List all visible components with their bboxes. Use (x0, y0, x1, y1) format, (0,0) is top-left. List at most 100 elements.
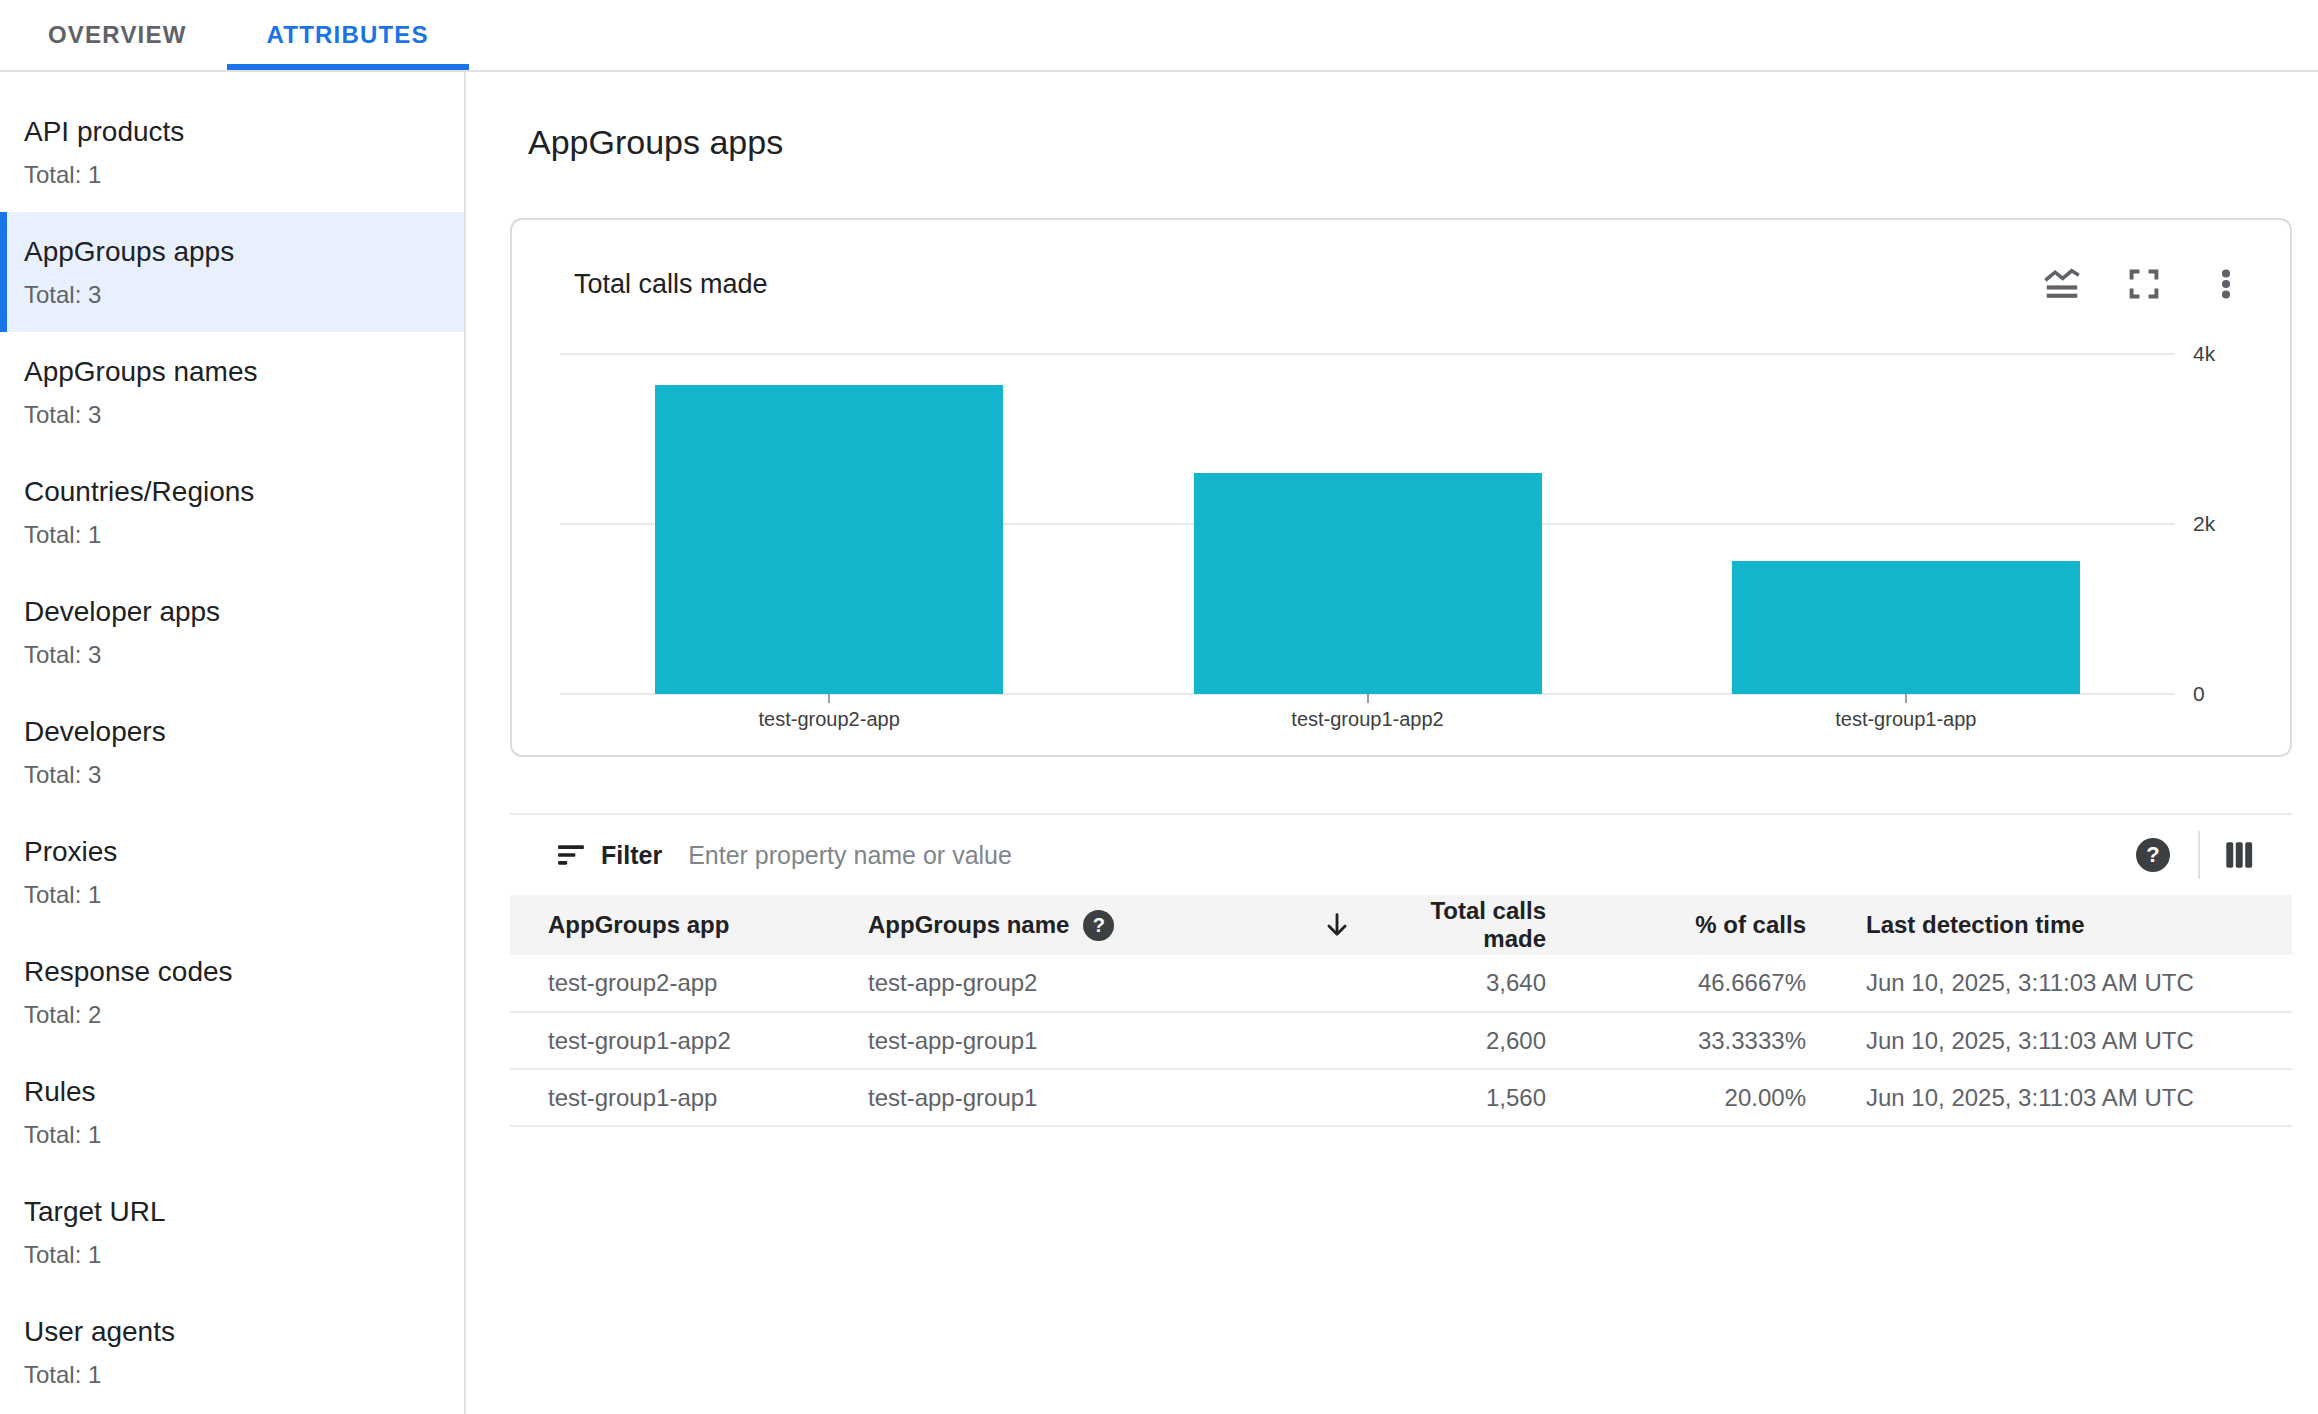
x-axis-tick (828, 694, 830, 703)
cell-appgroups-app: test-group2-app (510, 955, 868, 1012)
sidebar-item-label: Developer apps (24, 594, 440, 630)
x-axis-tick (1905, 694, 1907, 703)
attributes-table-section: Filter ? (510, 813, 2292, 1127)
cell-appgroups-name: test-app-group1 (868, 1012, 1323, 1069)
chart-type-icon[interactable] (2044, 266, 2080, 302)
cell-appgroups-name: test-app-group2 (868, 955, 1323, 1012)
filter-input[interactable] (688, 841, 2136, 870)
cell-total-calls: 1,560 (1323, 1069, 1548, 1126)
sort-descending-icon (1323, 911, 1351, 939)
cell-appgroups-name: test-app-group1 (868, 1069, 1323, 1126)
cell-percent-of-calls: 33.3333% (1548, 1012, 1808, 1069)
sidebar-item-label: Developers (24, 714, 440, 750)
table-row[interactable]: test-group1-app2 test-app-group1 2,600 3… (510, 1012, 2292, 1069)
main-content: AppGroups apps Total calls made (466, 72, 2318, 1414)
sidebar-item-developer-apps[interactable]: Developer apps Total: 3 (0, 572, 464, 692)
tab-attributes[interactable]: ATTRIBUTES (227, 0, 469, 70)
sidebar-item-label: Proxies (24, 834, 440, 870)
col-header-total-calls-made[interactable]: Total calls made (1323, 895, 1548, 955)
col-header-last-detection-time[interactable]: Last detection time (1808, 895, 2292, 955)
sidebar-item-target-url[interactable]: Target URL Total: 1 (0, 1172, 464, 1292)
appgroups-name-help-icon[interactable]: ? (1083, 910, 1114, 941)
filter-divider (2198, 831, 2200, 879)
sidebar-item-label: AppGroups names (24, 354, 440, 390)
cell-percent-of-calls: 46.6667% (1548, 955, 1808, 1012)
sidebar-item-label: API products (24, 114, 440, 150)
sidebar-item-total: Total: 1 (24, 160, 440, 190)
sidebar-item-appgroups-names[interactable]: AppGroups names Total: 3 (0, 332, 464, 452)
sidebar-item-total: Total: 1 (24, 1240, 440, 1270)
x-axis-tick (1367, 694, 1369, 703)
col-header-label: AppGroups name (868, 911, 1069, 939)
y-axis-tick-label: 0 (2193, 682, 2205, 706)
bar-test-group1-app[interactable] (1732, 561, 2080, 694)
more-options-icon[interactable] (2208, 266, 2244, 302)
sidebar-item-total: Total: 1 (24, 1120, 440, 1150)
sidebar-item-label: User agents (24, 1314, 440, 1350)
cell-appgroups-app: test-group1-app (510, 1069, 868, 1126)
chart-title: Total calls made (574, 269, 768, 300)
app-body: API products Total: 1 AppGroups apps Tot… (0, 72, 2318, 1414)
sidebar-item-total: Total: 1 (24, 1360, 440, 1390)
chart-actions (2044, 266, 2244, 302)
chart-card-header: Total calls made (512, 220, 2290, 302)
sidebar-item-label: Response codes (24, 954, 440, 990)
cell-last-detection-time: Jun 10, 2025, 3:11:03 AM UTC (1808, 955, 2292, 1012)
selected-indicator (0, 212, 7, 332)
attributes-table: AppGroups app AppGroups name ? (510, 895, 2292, 1127)
tab-overview[interactable]: OVERVIEW (8, 0, 227, 70)
tab-bar: OVERVIEW ATTRIBUTES (0, 0, 2318, 72)
bar-test-group2-app[interactable] (655, 385, 1003, 694)
table-row[interactable]: test-group2-app test-app-group2 3,640 46… (510, 955, 2292, 1012)
attributes-sidebar: API products Total: 1 AppGroups apps Tot… (0, 72, 466, 1414)
x-axis-category-label: test-group1-app2 (1098, 708, 1636, 731)
bar-test-group1-app2[interactable] (1194, 473, 1542, 694)
filter-label: Filter (601, 841, 662, 870)
y-axis-tick-label: 2k (2193, 512, 2215, 536)
bar-chart: 4k2k0test-group2-apptest-group1-app2test… (560, 354, 2175, 694)
sidebar-item-total: Total: 3 (24, 640, 440, 670)
sidebar-item-label: Rules (24, 1074, 440, 1110)
sidebar-item-total: Total: 3 (24, 280, 440, 310)
sidebar-item-api-products[interactable]: API products Total: 1 (0, 92, 464, 212)
col-header-appgroups-app[interactable]: AppGroups app (510, 895, 868, 955)
sidebar-item-proxies[interactable]: Proxies Total: 1 (0, 812, 464, 932)
sidebar-item-total: Total: 3 (24, 400, 440, 430)
sidebar-item-label: Target URL (24, 1194, 440, 1230)
page-title: AppGroups apps (528, 122, 783, 162)
x-axis-category-label: test-group1-app (1637, 708, 2175, 731)
sidebar-item-total: Total: 1 (24, 520, 440, 550)
sidebar-item-total: Total: 3 (24, 760, 440, 790)
sidebar-item-appgroups-apps[interactable]: AppGroups apps Total: 3 (0, 212, 464, 332)
filter-help-icon[interactable]: ? (2136, 838, 2170, 872)
sidebar-item-response-codes[interactable]: Response codes Total: 2 (0, 932, 464, 1052)
sidebar-item-label: AppGroups apps (24, 234, 440, 270)
cell-last-detection-time: Jun 10, 2025, 3:11:03 AM UTC (1808, 1012, 2292, 1069)
x-axis-category-label: test-group2-app (560, 708, 1098, 731)
cell-percent-of-calls: 20.00% (1548, 1069, 1808, 1126)
col-header-label: Total calls made (1365, 897, 1546, 953)
chart-card: Total calls made (510, 218, 2292, 757)
fullscreen-icon[interactable] (2126, 266, 2162, 302)
sidebar-item-total: Total: 1 (24, 880, 440, 910)
cell-total-calls: 2,600 (1323, 1012, 1548, 1069)
cell-last-detection-time: Jun 10, 2025, 3:11:03 AM UTC (1808, 1069, 2292, 1126)
sidebar-item-total: Total: 2 (24, 1000, 440, 1030)
table-header-row: AppGroups app AppGroups name ? (510, 895, 2292, 955)
filter-icon (557, 841, 585, 869)
cell-appgroups-app: test-group1-app2 (510, 1012, 868, 1069)
filter-bar: Filter ? (510, 813, 2292, 895)
column-settings-icon[interactable] (2224, 840, 2254, 870)
gridline (560, 353, 2175, 355)
sidebar-item-label: Countries/Regions (24, 474, 440, 510)
table-row[interactable]: test-group1-app test-app-group1 1,560 20… (510, 1069, 2292, 1126)
sidebar-item-developers[interactable]: Developers Total: 3 (0, 692, 464, 812)
col-header-percent-of-calls[interactable]: % of calls (1548, 895, 1808, 955)
attributes-page: OVERVIEW ATTRIBUTES API products Total: … (0, 0, 2318, 1414)
cell-total-calls: 3,640 (1323, 955, 1548, 1012)
col-header-appgroups-name[interactable]: AppGroups name ? (868, 895, 1323, 955)
sidebar-item-user-agents[interactable]: User agents Total: 1 (0, 1292, 464, 1412)
y-axis-tick-label: 4k (2193, 342, 2215, 366)
sidebar-item-countries-regions[interactable]: Countries/Regions Total: 1 (0, 452, 464, 572)
sidebar-item-rules[interactable]: Rules Total: 1 (0, 1052, 464, 1172)
